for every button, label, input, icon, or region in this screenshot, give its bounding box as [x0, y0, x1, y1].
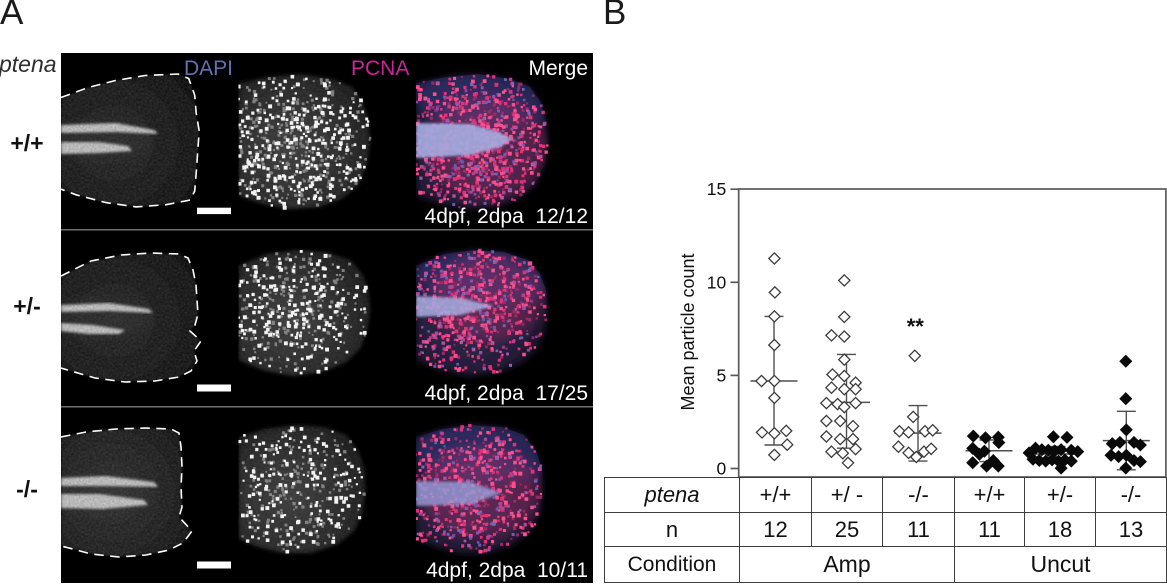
- svg-text:15: 15: [707, 179, 726, 199]
- svg-text:10: 10: [707, 272, 727, 292]
- svg-text:5: 5: [716, 365, 726, 385]
- svg-text:**: **: [907, 314, 925, 339]
- svg-text:Mean particle count: Mean particle count: [678, 253, 698, 410]
- svg-text:0: 0: [716, 459, 726, 479]
